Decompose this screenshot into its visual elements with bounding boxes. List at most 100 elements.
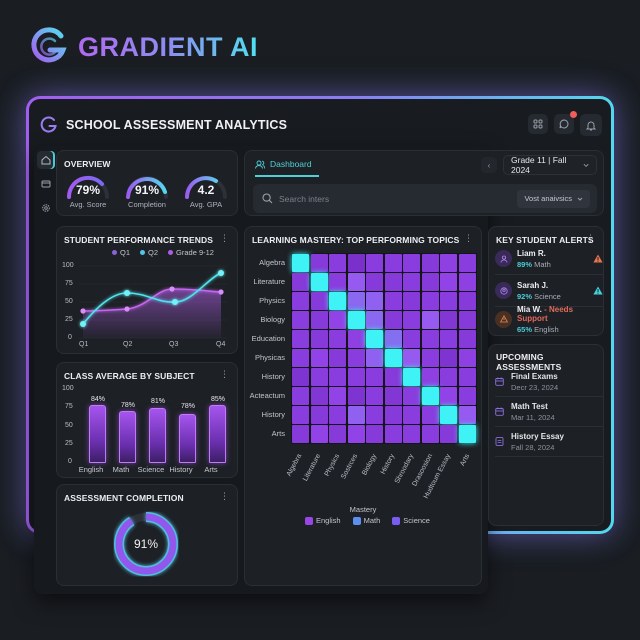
- x-tick: Q3: [169, 341, 179, 348]
- heatmap-cell: [440, 387, 458, 405]
- sidebar-rail: [36, 148, 56, 588]
- legend-item: Math: [352, 516, 380, 525]
- heatmap-cell: [421, 387, 439, 405]
- heatmap-cell: [384, 406, 402, 424]
- chevron-down-icon: [583, 163, 589, 167]
- heatmap-cell: [403, 349, 421, 367]
- completion-value: 91%: [133, 537, 159, 551]
- chevron-down-icon: [577, 197, 583, 201]
- more-options-button[interactable]: ⋮: [464, 233, 473, 243]
- more-options-button[interactable]: ⋮: [586, 233, 595, 243]
- y-tick: 50: [65, 422, 73, 429]
- more-options-button[interactable]: ⋮: [220, 491, 229, 501]
- student-name: Mia W. - Needs Support: [517, 304, 574, 323]
- legend-swatch-icon: [352, 516, 361, 525]
- sidebar-item-home[interactable]: [37, 151, 55, 169]
- heatmap-cell: [310, 254, 328, 272]
- row-label: Literature: [253, 277, 285, 286]
- upcoming-card: UPCOMING ASSESSMENTS Final Exams Decr 23,…: [488, 344, 604, 526]
- gauge-avg-gpa: 4.2 Avg. GPA: [183, 173, 229, 209]
- assessment-date: Decr 23, 2024: [511, 382, 559, 392]
- upcoming-title: UPCOMING ASSESSMENTS: [496, 352, 562, 372]
- search-input[interactable]: [279, 193, 499, 204]
- heatmap-cell: [347, 406, 365, 424]
- gauge-label: Avg. GPA: [189, 200, 223, 209]
- heatmap-cell: [292, 311, 310, 329]
- heatmap-cell: [384, 330, 402, 348]
- home-icon: [41, 155, 51, 165]
- notifications-button[interactable]: [580, 114, 602, 136]
- x-tick: Q2: [123, 341, 133, 348]
- heatmap-cell: [329, 387, 347, 405]
- sidebar-item-settings[interactable]: [37, 199, 55, 217]
- heatmap-cell: [292, 425, 310, 443]
- heatmap-cell: [292, 254, 310, 272]
- heatmap-cell: [292, 292, 310, 310]
- student-score: 92% Science: [517, 291, 561, 301]
- x-tick: Q1: [79, 341, 89, 348]
- tab-dashboard[interactable]: Dashboard: [255, 159, 319, 177]
- assessment-item[interactable]: History Essay Fall 28, 2024: [495, 427, 603, 457]
- bar-arts: 85%: [209, 387, 226, 463]
- notification-dot: [570, 111, 577, 118]
- app-logo-icon: [40, 116, 57, 133]
- x-tick: Science: [137, 465, 165, 474]
- alert-item[interactable]: Sarah J. 92% Science: [495, 275, 603, 307]
- heatmap-cell: [384, 368, 402, 386]
- heatmap-cell: [310, 368, 328, 386]
- heatmap-cell: [440, 254, 458, 272]
- heatmap-cell: [310, 425, 328, 443]
- view-select[interactable]: Vost anaivsics: [517, 189, 590, 208]
- heatmap-cell: [421, 311, 439, 329]
- heatmap-cell: [458, 254, 476, 272]
- term-select[interactable]: Grade 11 | Fall 2024: [503, 155, 597, 175]
- assessment-item[interactable]: Final Exams Decr 23, 2024: [495, 367, 603, 397]
- heatmap-cell: [421, 349, 439, 367]
- heatmap-cell: [366, 387, 384, 405]
- sidebar-item-reports[interactable]: [37, 175, 55, 193]
- student-name: Liam R.: [517, 248, 546, 258]
- row-label: Biology: [260, 315, 285, 324]
- row-label: Physicas: [254, 353, 285, 362]
- apps-grid-button[interactable]: [528, 114, 548, 134]
- heatmap-cell: [292, 349, 310, 367]
- search-icon: [262, 193, 273, 204]
- heatmap-cell: [403, 425, 421, 443]
- x-tick: Arts: [204, 465, 218, 474]
- assessment-item[interactable]: Math Test Mar 11, 2024: [495, 397, 603, 427]
- donut-chart: [114, 512, 178, 576]
- bar: [179, 414, 196, 463]
- row-label: Education: [251, 334, 285, 343]
- heatmap-cell: [329, 330, 347, 348]
- heatmap-cell: [403, 254, 421, 272]
- y-tick: 0: [68, 458, 72, 465]
- heatmap-cell: [329, 311, 347, 329]
- heatmap-cell: [310, 349, 328, 367]
- more-options-button[interactable]: ⋮: [220, 233, 229, 243]
- heatmap-cell: [458, 406, 476, 424]
- heatmap-cell: [440, 330, 458, 348]
- legend-dot-icon: [112, 250, 117, 255]
- bar-value: 78%: [180, 403, 195, 410]
- messages-button[interactable]: [554, 111, 577, 134]
- heatmap-cell: [292, 387, 310, 405]
- heatmap-cell: [366, 254, 384, 272]
- bar: [209, 405, 226, 463]
- alert-item[interactable]: Liam R. 89% Math: [495, 243, 603, 275]
- previous-button[interactable]: ‹: [481, 157, 497, 173]
- heatmap-cell: [440, 273, 458, 291]
- heatmap-cell: [458, 311, 476, 329]
- gauge-arc-icon: [66, 175, 109, 199]
- overview-card: OVERVIEW 79% Avg. Score 91% Completion: [56, 150, 238, 216]
- bar-chart: 84% 78% 81% 78% 85%: [81, 387, 236, 463]
- user-icon: [500, 255, 507, 263]
- bell-icon: [586, 121, 596, 130]
- bar-science: 81%: [149, 387, 166, 463]
- y-tick: 75: [65, 403, 73, 410]
- calendar-icon: [495, 377, 504, 386]
- heatmap-cell: [329, 406, 347, 424]
- more-options-button[interactable]: ⋮: [220, 369, 229, 379]
- col-label: Biology: [361, 453, 379, 477]
- alert-item[interactable]: Mia W. - Needs Support 65% English: [495, 303, 603, 335]
- heatmap-cell: [384, 292, 402, 310]
